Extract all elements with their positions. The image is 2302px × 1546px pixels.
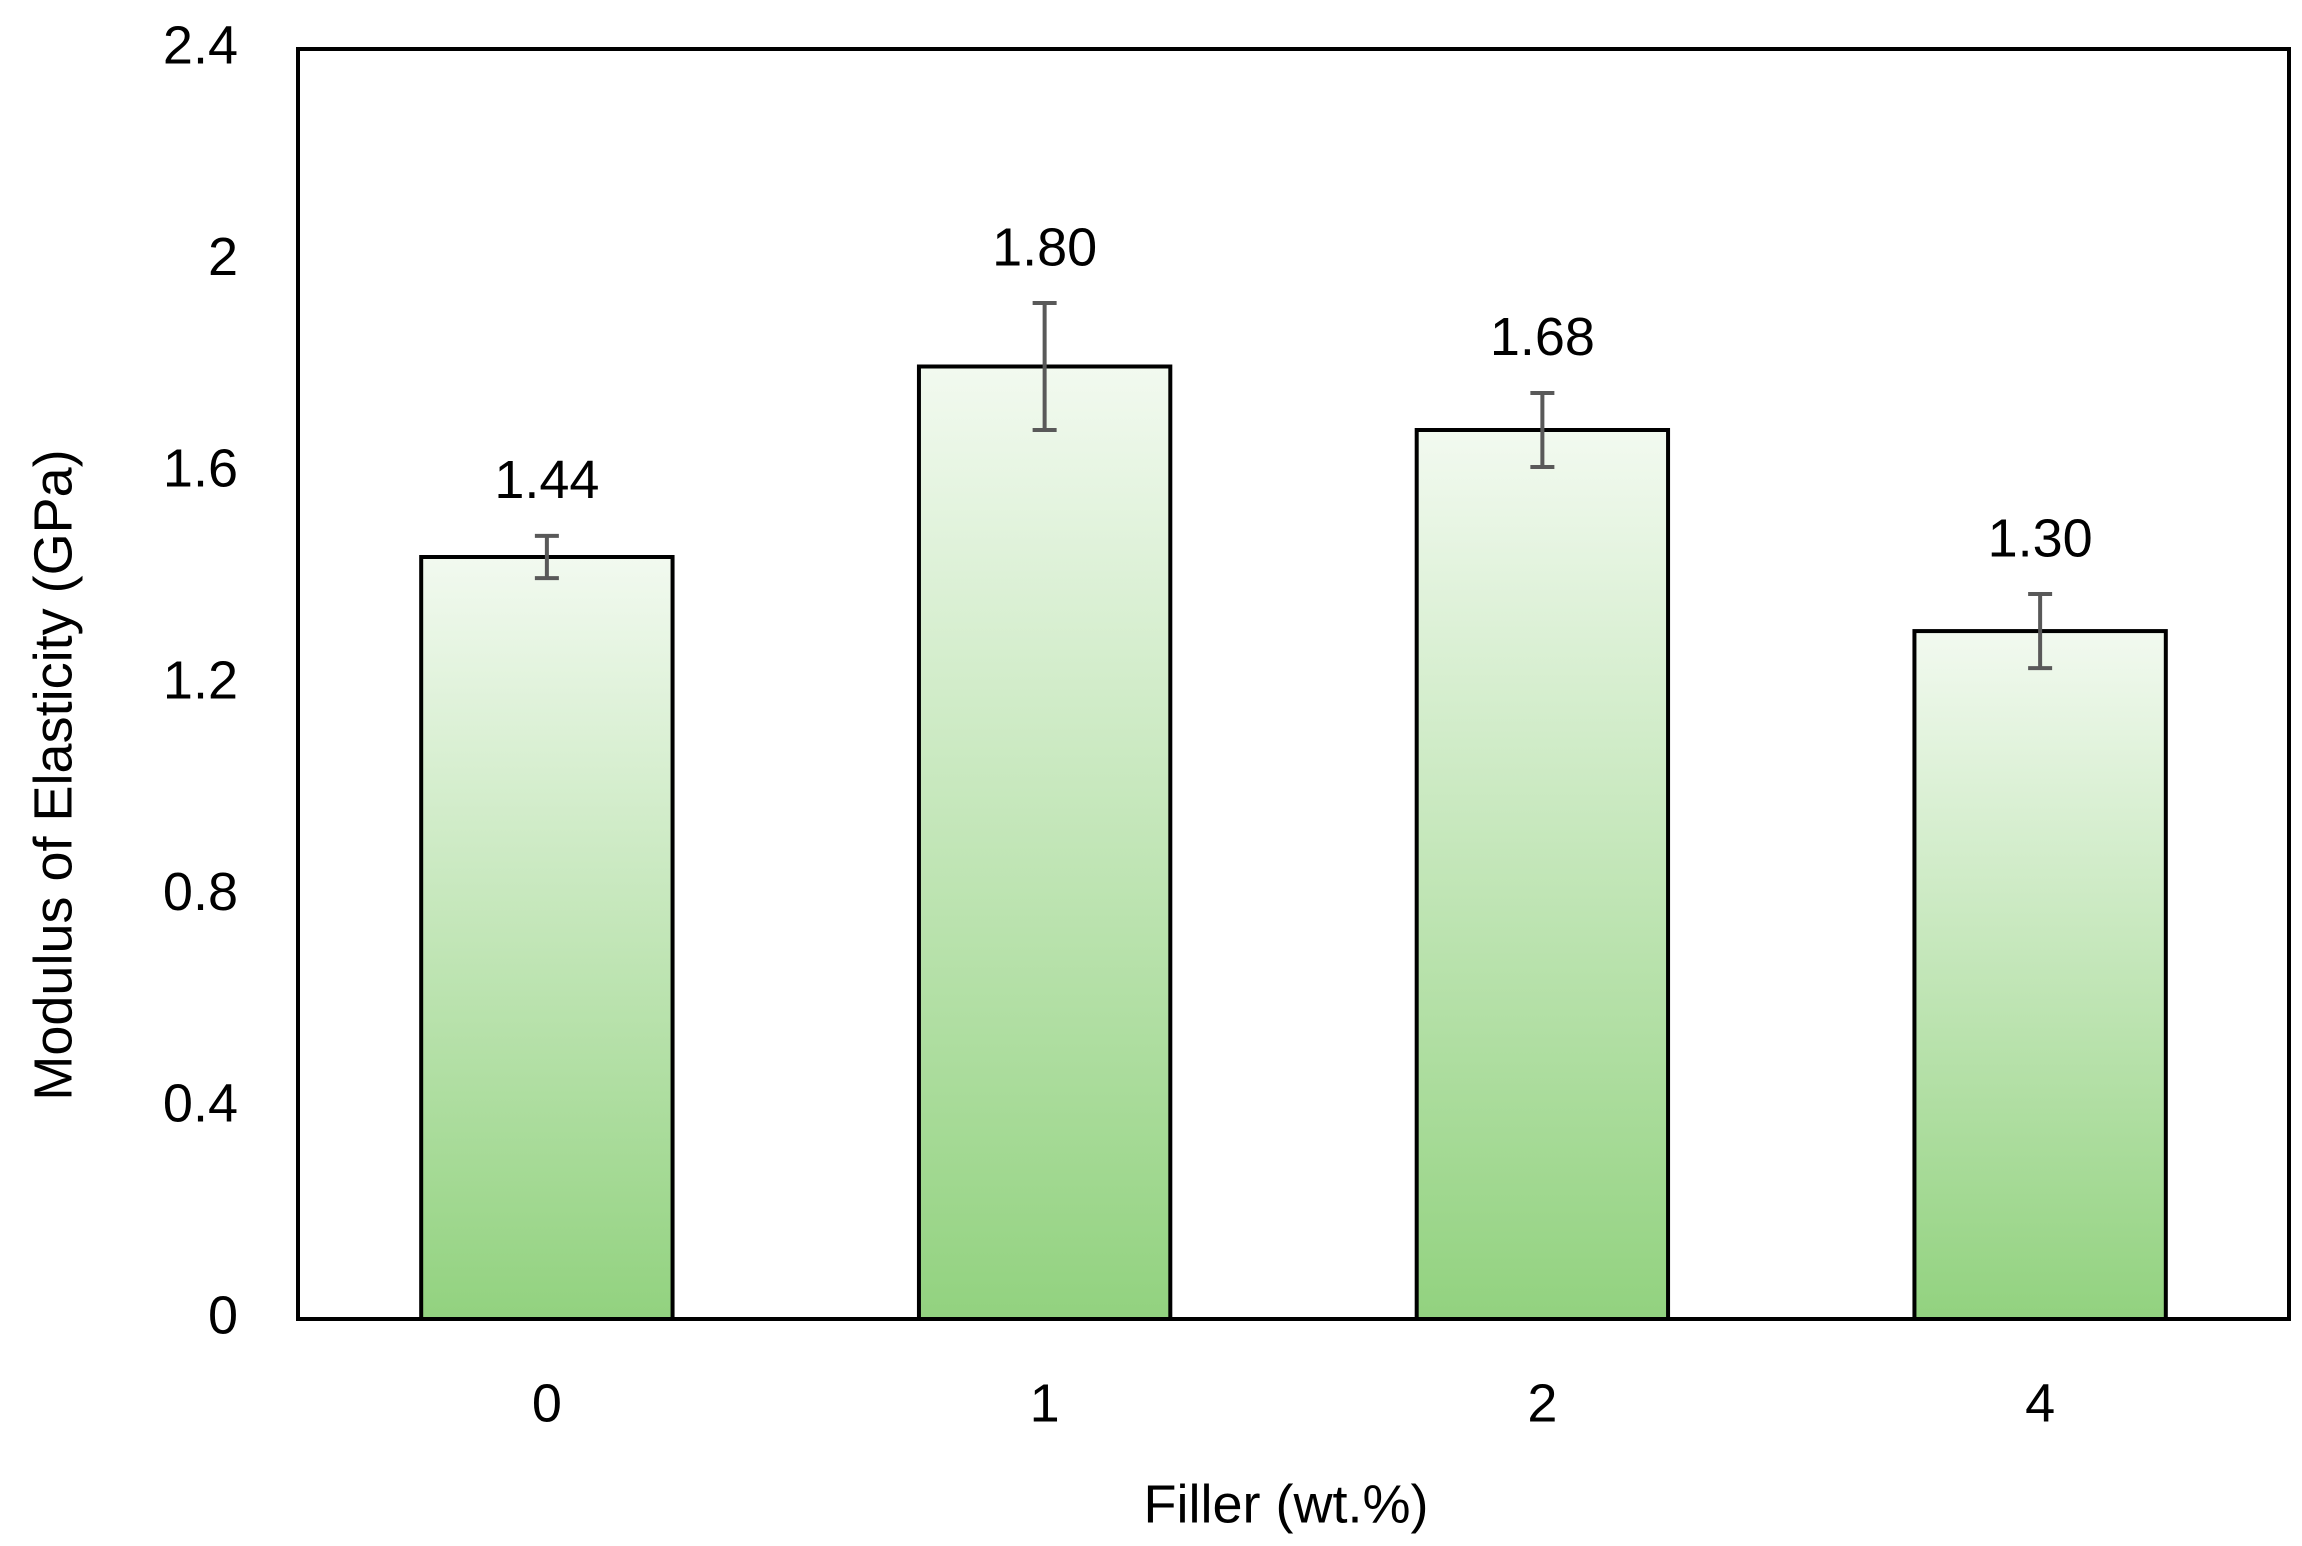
x-tick-label: 2 xyxy=(1527,1373,1557,1433)
y-tick-label: 0.4 xyxy=(163,1074,238,1134)
y-tick-label: 1.2 xyxy=(163,650,238,710)
x-tick-label: 4 xyxy=(2025,1373,2055,1433)
value-label: 1.68 xyxy=(1490,307,1595,367)
y-tick-label: 2.4 xyxy=(163,15,238,75)
x-tick-label: 0 xyxy=(532,1373,562,1433)
error-bar xyxy=(2028,592,2053,671)
plot-frame xyxy=(296,47,2291,1321)
bar xyxy=(1414,428,1671,1321)
value-label: 1.44 xyxy=(494,450,599,510)
bar xyxy=(916,364,1173,1321)
value-label: 1.30 xyxy=(1988,508,2093,568)
bar xyxy=(1912,629,2168,1321)
x-axis-title: Filler (wt.%) xyxy=(1144,1474,1429,1534)
value-label: 1.80 xyxy=(992,217,1097,277)
x-tick-label: 1 xyxy=(1030,1373,1060,1433)
bar xyxy=(419,555,675,1321)
error-bar xyxy=(1530,390,1555,470)
y-tick-label: 0.8 xyxy=(163,862,238,922)
error-bar xyxy=(1032,301,1057,432)
y-tick-label: 0 xyxy=(208,1285,238,1345)
y-tick-label: 1.6 xyxy=(163,439,238,499)
y-axis-title: Modulus of Elasticity (GPa) xyxy=(23,449,83,1100)
y-tick-label: 2 xyxy=(208,227,238,287)
error-bar xyxy=(534,533,559,581)
